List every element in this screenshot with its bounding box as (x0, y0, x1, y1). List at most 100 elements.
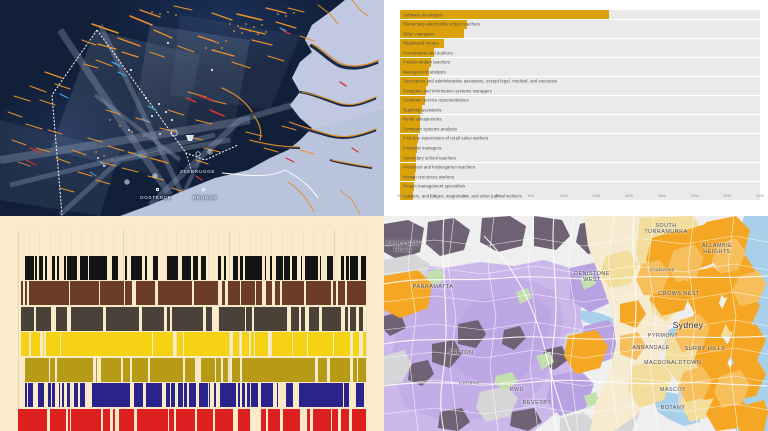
barcode-segment (86, 306, 88, 331)
barcode-segment (254, 357, 259, 382)
barcode-segment (225, 332, 229, 357)
bar-chart-row[interactable]: First-line supervisors of retail sales w… (400, 133, 760, 143)
barcode-segment (102, 357, 105, 382)
bar-chart-row[interactable]: Project management specialists (400, 181, 760, 191)
barcode-segment (95, 332, 98, 357)
barcode-segment (316, 383, 320, 408)
barcode-segment (361, 255, 365, 280)
bar-chart-row[interactable]: Preschool and kindergarten teachers (400, 162, 760, 172)
barcode-row[interactable] (18, 255, 366, 280)
barcode-segment (56, 281, 59, 306)
barcode-segment (95, 306, 100, 331)
barcode-segment (317, 281, 322, 306)
barcode-segment (193, 409, 195, 431)
barcode-segment (81, 383, 85, 408)
sydney-vector-layer (384, 216, 768, 431)
barcode-segment (280, 332, 284, 357)
barcode-segment (234, 357, 236, 382)
barcode-segment (165, 357, 167, 382)
barcode-segment (137, 255, 142, 280)
barcode-row[interactable] (18, 306, 366, 331)
bar-chart-row[interactable]: Lawyers, and judges, magistrates, and ot… (400, 191, 760, 201)
barcode-segment (217, 332, 221, 357)
barcode-segment (171, 357, 173, 382)
barcode-segment (87, 306, 90, 331)
bar-chart-row[interactable]: Retail salespersons (400, 114, 760, 124)
bar-chart-row[interactable]: Human resources workers (400, 172, 760, 182)
bar-chart-row[interactable]: Software developers (400, 10, 760, 20)
barcode-segment (190, 281, 193, 306)
barcode-segment (196, 255, 198, 280)
barcode-segment (80, 332, 84, 357)
bar-chart-row[interactable]: Accountants and auditors (400, 48, 760, 58)
barcode-segment (92, 255, 97, 280)
maritime-traffic-map-panel[interactable]: ZEEBRUGGE OOSTENDE BRUGGE (0, 0, 384, 216)
barcode-segment (197, 409, 199, 431)
bar-chart-row[interactable]: Customer service representatives (400, 95, 760, 105)
barcode-row[interactable] (18, 383, 366, 408)
barcode-segment (158, 306, 162, 331)
barcode-row[interactable] (18, 230, 366, 254)
occupation-bar-chart-panel[interactable]: Software developers Elementary and middle… (384, 0, 768, 216)
barcode-segment (131, 306, 134, 331)
bar-chart-row[interactable]: Financial managers (400, 143, 760, 153)
barcode-segment (362, 306, 364, 331)
bar-chart-row[interactable]: Management analysts (400, 67, 760, 77)
barcode-segment (361, 383, 364, 408)
barcode-segment (359, 306, 363, 331)
barcode-segment (149, 332, 153, 357)
barcode-segment (136, 306, 139, 331)
bar-chart-row[interactable]: Elementary and middle school teachers (400, 19, 760, 29)
barcode-segment (348, 383, 350, 408)
barcode-row[interactable] (18, 332, 366, 357)
barcode-gridline (18, 230, 19, 431)
barcode-segment (124, 255, 128, 280)
barcode-segment (186, 357, 190, 382)
barcode-segment (187, 281, 190, 306)
barcode-segment (93, 409, 98, 431)
bar-chart-row[interactable]: Computer and information systems manager… (400, 86, 760, 96)
barcode-segment (218, 409, 220, 431)
barcode-segment (180, 357, 182, 382)
barcode-segment (181, 281, 184, 306)
barcode-segment (157, 306, 159, 331)
vessel-ping-dots (95, 11, 295, 161)
barcode-segment (33, 409, 36, 431)
barcode-segment (141, 409, 145, 431)
bar-chart-row[interactable]: Postsecondary teachers (400, 57, 760, 67)
barcode-segment (271, 409, 274, 431)
barcode-segment (122, 409, 124, 431)
barcode-segment (41, 357, 44, 382)
barcode-segment (246, 281, 249, 306)
bar-chart-row[interactable]: Registered nurses (400, 38, 760, 48)
barcode-row[interactable] (18, 357, 366, 382)
barcode-segment (267, 409, 272, 431)
barcode-segment (76, 357, 79, 382)
bar-chart-row[interactable]: Computer systems analysts (400, 124, 760, 134)
season-barcode-chart-panel[interactable]: Season 1S10S20S30 (0, 216, 384, 431)
barcode-segment (234, 332, 236, 357)
barcode-segment (327, 255, 331, 280)
barcode-row[interactable] (18, 281, 366, 306)
bar-chart-row[interactable]: Teaching assistants (400, 105, 760, 115)
barcode-segment (185, 357, 187, 382)
barcode-segment (100, 281, 103, 306)
barcode-segment (327, 332, 330, 357)
barcode-segment (326, 383, 330, 408)
barcode-segment (327, 306, 330, 331)
maritime-vector-layer (0, 0, 384, 216)
bar-chart-row[interactable]: Other managers (400, 29, 760, 39)
barcode-row[interactable] (18, 409, 366, 431)
barcode-segment (142, 306, 146, 331)
bar-chart-bar (400, 10, 610, 20)
barcode-segment (241, 332, 245, 357)
barcode-segment (101, 383, 105, 408)
barcode-segment (123, 306, 128, 331)
bar-chart-row[interactable]: Secretaries and administrative assistant… (400, 76, 760, 86)
bar-chart-row[interactable]: Secondary school teachers (400, 152, 760, 163)
barcode-segment (143, 281, 147, 306)
sydney-choropleth-panel[interactable]: Bella VistaSouth TurramurraBaulkham Hill… (384, 216, 768, 431)
barcode-segment (190, 332, 194, 357)
barcode-segment (323, 306, 328, 331)
barcode-segment (189, 281, 191, 306)
